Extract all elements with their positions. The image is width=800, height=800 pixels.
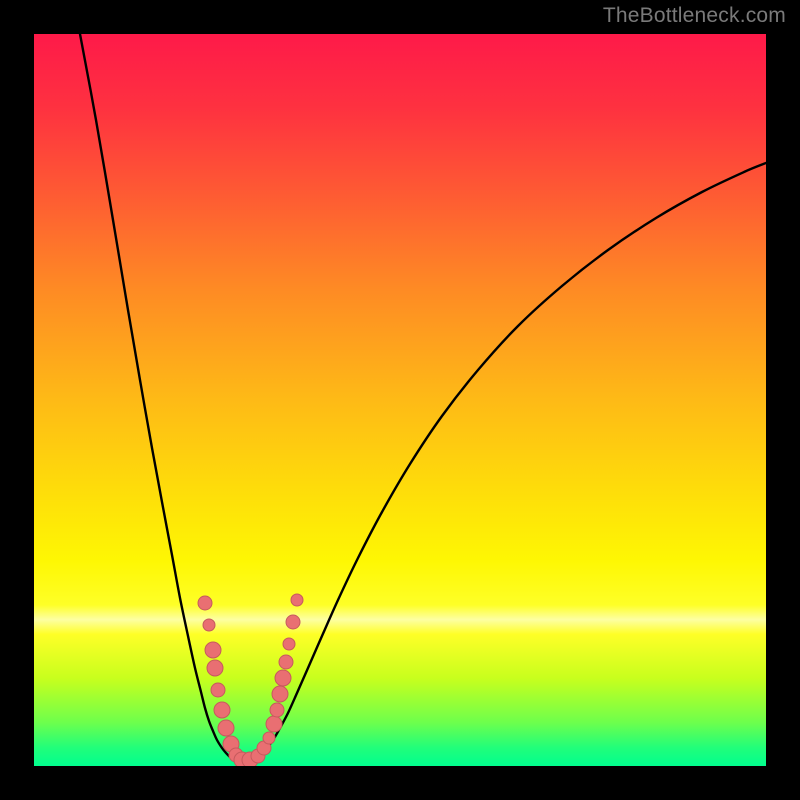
data-marker (283, 638, 295, 650)
data-marker (214, 702, 230, 718)
data-marker (266, 716, 282, 732)
data-marker (211, 683, 225, 697)
v-curve-right (242, 163, 766, 762)
curves-layer (34, 34, 766, 766)
data-marker (218, 720, 234, 736)
data-marker (205, 642, 221, 658)
data-marker (270, 703, 284, 717)
data-marker (279, 655, 293, 669)
data-marker (272, 686, 288, 702)
data-marker (291, 594, 303, 606)
data-marker (275, 670, 291, 686)
data-marker (203, 619, 215, 631)
data-marker (263, 732, 275, 744)
outer-frame: TheBottleneck.com (0, 0, 800, 800)
data-marker (207, 660, 223, 676)
plot-area (34, 34, 766, 766)
data-marker (286, 615, 300, 629)
data-marker (198, 596, 212, 610)
watermark-text: TheBottleneck.com (603, 4, 786, 28)
